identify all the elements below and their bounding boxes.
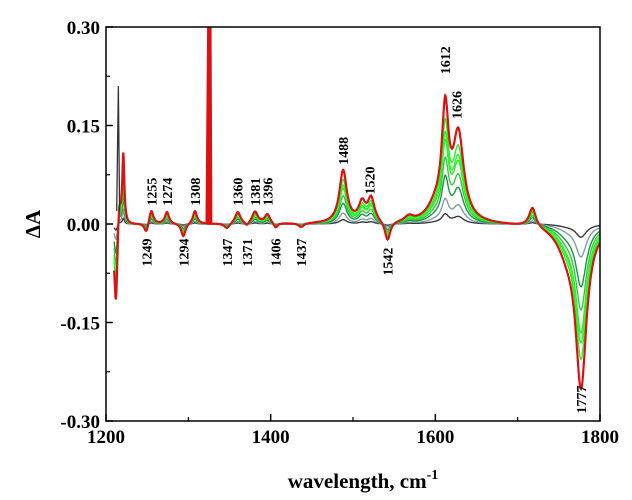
y-tick-label-1: 0.15 xyxy=(67,117,100,138)
peak-label-1612: 1612 xyxy=(439,46,454,74)
spectrum-line-5 xyxy=(113,138,600,334)
x-axis-title: wavelength, cm-1 xyxy=(288,468,438,493)
series-group xyxy=(113,27,600,391)
peak-label-1249: 1249 xyxy=(140,238,155,266)
x-tick-label-1400: 1400 xyxy=(252,427,290,448)
peak-label-1777: 1777 xyxy=(575,386,590,414)
spectrum-line-8 xyxy=(113,93,600,391)
peak-label-1371: 1371 xyxy=(241,238,256,266)
peak-label-1294: 1294 xyxy=(177,238,192,266)
peak-label-1396: 1396 xyxy=(261,178,276,206)
x-axis-title-main: wavelength, cm xyxy=(288,469,427,493)
spectrum-line-4 xyxy=(113,156,600,311)
red-spike xyxy=(205,27,213,225)
black-spike xyxy=(116,86,121,211)
y-tick-label-3: -0.15 xyxy=(60,314,100,335)
x-tick-label-1600: 1600 xyxy=(416,427,454,448)
y-tick-label-2: 0.00 xyxy=(67,215,100,236)
x-axis-title-superscript: -1 xyxy=(427,468,439,483)
peak-label-1488: 1488 xyxy=(337,137,352,165)
spectrum-line-7 xyxy=(113,130,600,344)
peak-label-1360: 1360 xyxy=(232,178,247,206)
x-tick-label-1800: 1800 xyxy=(581,427,619,448)
peak-label-1437: 1437 xyxy=(295,238,310,266)
y-tick-label-4: -0.30 xyxy=(60,412,100,433)
ticks-group: 1200 1400 1600 1800 0.30 0.15 0.00 -0.15 -0.30 xyxy=(60,18,619,448)
peak-label-1381: 1381 xyxy=(249,178,264,206)
peak-label-1520: 1520 xyxy=(363,166,378,194)
peak-label-1626: 1626 xyxy=(451,91,466,119)
peak-label-1255: 1255 xyxy=(145,178,160,206)
spectrum-line-3 xyxy=(113,174,600,288)
peak-label-1308: 1308 xyxy=(189,178,204,206)
peak-label-1274: 1274 xyxy=(161,178,176,206)
y-tick-label-0: 0.30 xyxy=(67,18,100,39)
peak-label-1347: 1347 xyxy=(221,238,236,266)
peak-label-1406: 1406 xyxy=(270,238,285,266)
x-tick-label-1200: 1200 xyxy=(87,427,125,448)
y-axis-title: ΔA xyxy=(21,209,45,238)
peak-label-1542: 1542 xyxy=(382,248,397,276)
